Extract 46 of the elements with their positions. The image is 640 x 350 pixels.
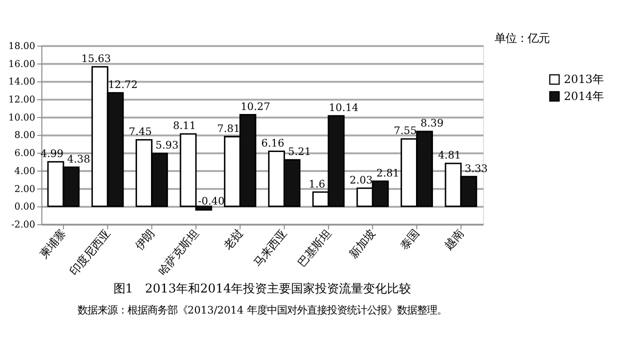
data-label: 1.6 [308, 178, 326, 190]
x-tick-label: 泰国 [398, 227, 422, 252]
source-note: 数据来源：根据商务部《2013/2014 年度中国对外直接投资统计公报》数据整理。 [78, 304, 447, 316]
data-label: 5.21 [288, 146, 312, 158]
y-tick-label: 0.00 [14, 202, 36, 213]
x-tick-label: 老挝 [221, 227, 246, 252]
data-label: 4.99 [40, 148, 64, 160]
data-label: -0.40 [198, 195, 225, 208]
x-tick-label: 新加坡 [346, 227, 378, 261]
x-tick-label: 柬埔寨 [37, 227, 69, 261]
text: 单位：亿元 [494, 32, 550, 45]
y-tick-label: -2.00 [11, 219, 36, 230]
data-label: 4.38 [67, 154, 90, 166]
legend-label: 2014年 [564, 90, 604, 104]
x-tick-label: 印度尼西亚 [67, 227, 113, 278]
x-tick-label: 越南 [442, 227, 466, 252]
data-label: 2.81 [376, 168, 400, 180]
data-label: 7.45 [128, 126, 152, 138]
y-tick-label: 8.00 [14, 130, 36, 142]
data-label: 15.63 [81, 53, 111, 66]
data-label: 7.81 [217, 122, 240, 135]
data-label: 6.16 [261, 138, 284, 150]
y-tick-label: 12.00 [8, 94, 36, 106]
data-label: 2.03 [350, 174, 373, 187]
text: 图1 2013年和2014年投资主要国家投资流量变化比较 [113, 282, 412, 296]
y-tick-label: 10.00 [8, 112, 36, 124]
data-label: 10.14 [328, 102, 359, 114]
data-label: 3.33 [464, 162, 488, 175]
x-tick-label: 哈萨克斯坦 [156, 227, 202, 278]
y-tick-label: 18.00 [8, 40, 36, 52]
y-tick-label: 6.00 [14, 148, 36, 160]
data-label: 10.27 [240, 100, 270, 113]
x-tick-label: 伊朗 [132, 227, 157, 252]
data-label: 7.55 [394, 125, 417, 138]
data-label: 4.81 [438, 150, 461, 162]
y-tick-label: 14.00 [8, 76, 36, 88]
data-label: 5.93 [156, 140, 179, 152]
x-tick-label: 马来西亚 [251, 227, 290, 270]
y-tick-label: 2.00 [14, 184, 36, 195]
data-label: 12.72 [108, 79, 138, 92]
data-label: 8.39 [420, 118, 444, 130]
y-tick-label: 16.00 [8, 58, 36, 70]
y-tick-label: 4.00 [14, 166, 36, 177]
legend-label: 2013年 [564, 73, 604, 86]
data-label: 8.11 [172, 120, 196, 132]
x-tick-label: 巴基斯坦 [295, 227, 334, 270]
